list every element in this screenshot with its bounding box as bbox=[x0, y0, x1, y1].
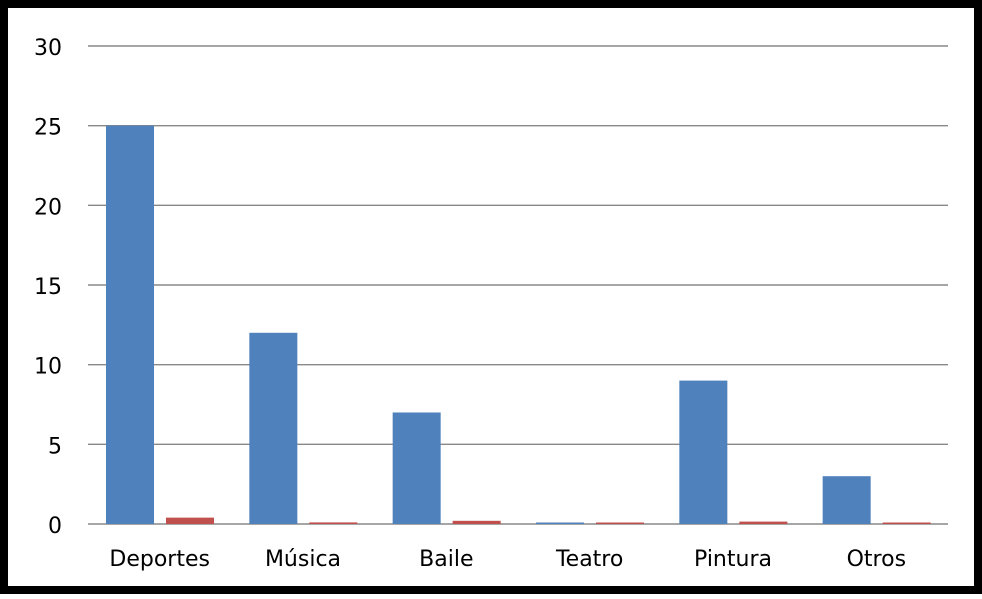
x-tick-label: Música bbox=[265, 547, 341, 572]
bar-series2-4 bbox=[739, 521, 788, 524]
bar-series1-4 bbox=[679, 380, 728, 524]
gridlines bbox=[88, 45, 948, 525]
bar-series2-3 bbox=[596, 522, 644, 524]
x-axis-tick-labels: Deportes Música Baile Teatro Pintura Otros bbox=[109, 547, 906, 572]
y-tick-label: 30 bbox=[34, 36, 62, 61]
x-tick-label: Otros bbox=[847, 547, 906, 572]
y-tick-label: 20 bbox=[34, 195, 62, 220]
x-tick-label: Pintura bbox=[694, 547, 772, 572]
bars bbox=[106, 125, 931, 525]
x-tick-label: Baile bbox=[419, 547, 473, 572]
bar-series2-2 bbox=[452, 520, 501, 524]
bar-series1-2 bbox=[392, 412, 441, 524]
y-axis-tick-labels: 0 5 10 15 20 25 30 bbox=[34, 36, 62, 539]
x-tick-label: Teatro bbox=[555, 547, 623, 572]
bar-series1-1 bbox=[249, 332, 298, 524]
y-tick-label: 15 bbox=[34, 275, 62, 300]
bar-series1-0 bbox=[106, 125, 154, 525]
bar-series1-3 bbox=[536, 522, 584, 524]
y-tick-label: 10 bbox=[34, 355, 62, 380]
bar-series2-5 bbox=[882, 522, 931, 524]
bar-series2-0 bbox=[166, 517, 214, 524]
y-tick-label: 5 bbox=[48, 434, 62, 459]
y-tick-label: 25 bbox=[34, 116, 62, 141]
bar-series2-1 bbox=[309, 522, 358, 524]
x-tick-label: Deportes bbox=[109, 547, 210, 572]
bar-series1-5 bbox=[822, 476, 871, 524]
y-tick-label: 0 bbox=[48, 514, 62, 539]
